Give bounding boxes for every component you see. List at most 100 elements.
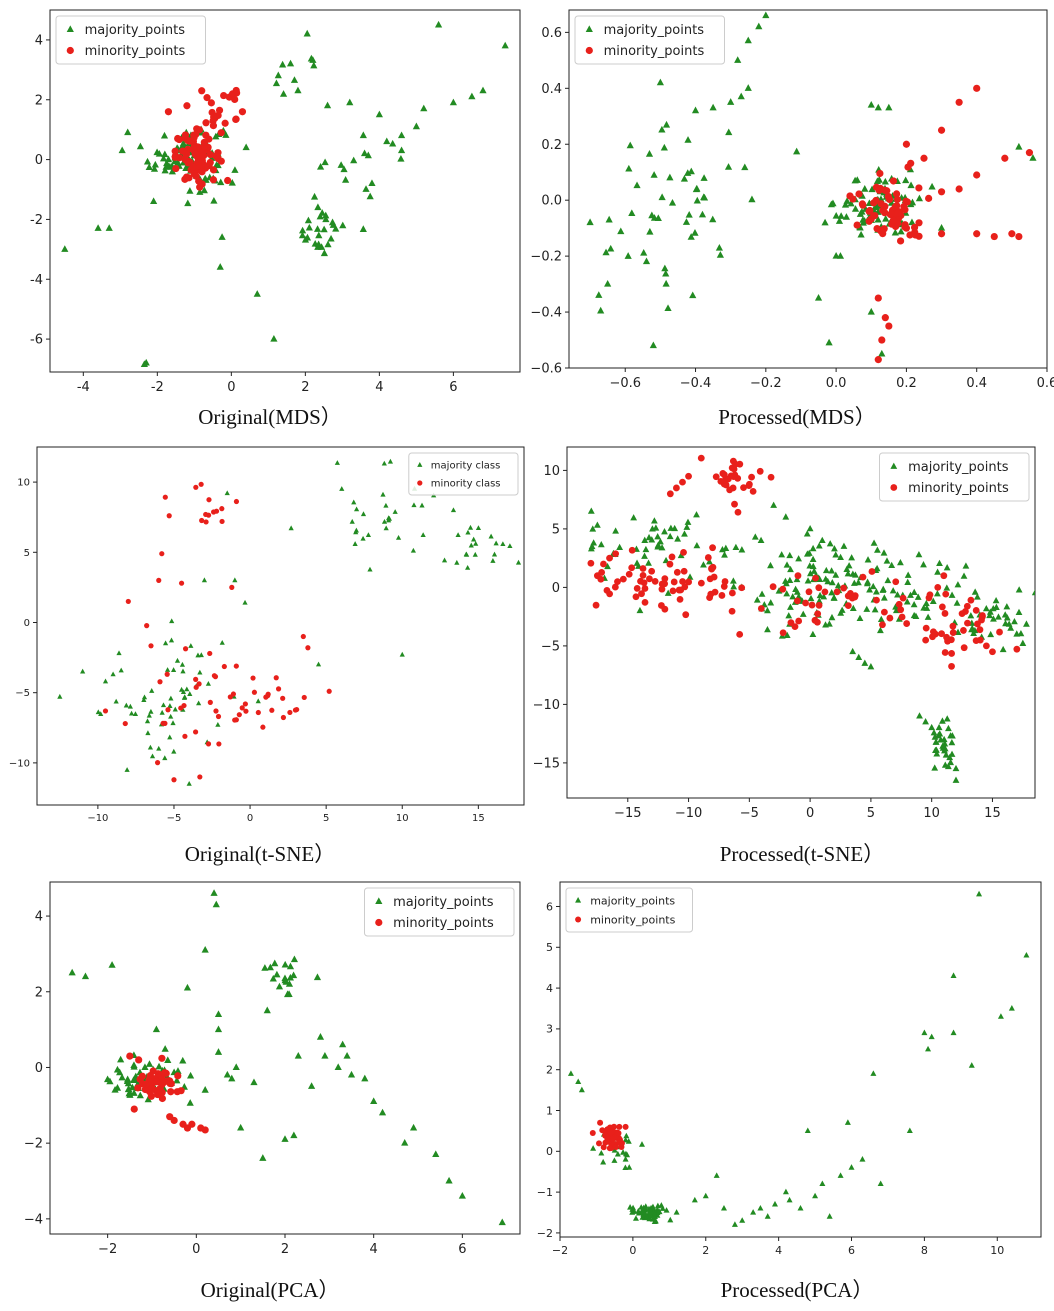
minority-point xyxy=(942,590,950,598)
x-tick-label: −10 xyxy=(87,813,108,824)
minority-point xyxy=(670,578,678,586)
minority-point xyxy=(628,564,636,572)
legend-marker xyxy=(375,918,383,927)
majority-point xyxy=(458,1192,466,1199)
majority-point xyxy=(171,748,177,754)
y-tick-label: 2 xyxy=(35,93,43,108)
majority-point xyxy=(401,1139,409,1146)
caption-original-mds: Original(MDS） xyxy=(198,405,342,429)
minority-point xyxy=(948,662,955,670)
minority-point xyxy=(198,87,206,95)
minority-point xyxy=(731,500,738,508)
majority-point xyxy=(783,631,791,639)
minority-point xyxy=(880,608,888,616)
minority-point xyxy=(894,209,902,217)
majority-point xyxy=(218,233,226,240)
minority-point xyxy=(153,1078,161,1086)
y-tick-label: −4 xyxy=(24,1212,43,1227)
majority-point xyxy=(638,1204,645,1210)
minority-point xyxy=(174,134,182,143)
minority-point xyxy=(941,649,949,656)
majority-point xyxy=(744,36,752,44)
minority-point xyxy=(280,695,286,701)
majority-point xyxy=(590,1145,597,1151)
majority-point xyxy=(952,776,960,783)
majority-point xyxy=(982,605,990,612)
majority-point xyxy=(270,334,278,342)
majority-point xyxy=(851,205,860,212)
majority-point xyxy=(266,963,274,971)
majority-point xyxy=(629,1209,636,1215)
majority-point xyxy=(237,1123,245,1131)
x-tick-label: 0.6 xyxy=(1037,376,1054,391)
majority-point xyxy=(593,521,601,528)
majority-point xyxy=(651,1207,658,1213)
minority-point xyxy=(779,629,787,637)
majority-point xyxy=(878,349,886,357)
majority-point xyxy=(159,154,168,162)
minority-point xyxy=(680,567,688,575)
majority-point xyxy=(392,509,398,514)
majority-point xyxy=(479,86,487,94)
minority-point xyxy=(960,644,968,652)
minority-point xyxy=(231,95,239,104)
minority-point xyxy=(881,314,889,322)
legend-label: majority_points xyxy=(604,23,705,38)
y-tick-label: 5 xyxy=(24,548,30,559)
majority-point xyxy=(449,98,457,106)
minority-point xyxy=(990,232,998,241)
minority-point xyxy=(213,508,220,514)
majority-point xyxy=(1001,611,1009,618)
chart-original-mds: -4 -2 0 2 4 6 4 2 0 -2 -4 -6 majority_points minority… xyxy=(0,0,527,437)
majority-point xyxy=(851,176,859,184)
legend-box xyxy=(879,452,1030,502)
majority-point xyxy=(897,227,905,235)
minority-point xyxy=(184,159,192,167)
majority-point xyxy=(1017,629,1025,637)
majority-point xyxy=(290,1131,298,1139)
legend-label: minority_points xyxy=(908,481,1009,496)
majority-point xyxy=(934,568,941,575)
minority-point xyxy=(676,595,684,603)
minority-point xyxy=(949,622,957,630)
majority-point xyxy=(80,668,86,674)
minority-point xyxy=(870,199,878,207)
minority-point xyxy=(193,676,199,682)
minority-point xyxy=(193,684,199,690)
majority-point xyxy=(184,199,192,207)
majority-point xyxy=(272,79,281,87)
majority-point xyxy=(201,1086,209,1093)
minority-point xyxy=(147,1092,155,1100)
minority-point xyxy=(207,650,213,657)
majority-point xyxy=(915,194,924,202)
majority-point xyxy=(168,637,175,643)
minority-point xyxy=(162,494,168,500)
majority-point xyxy=(947,758,955,766)
plot-frame xyxy=(49,9,521,373)
majority-point xyxy=(146,712,152,718)
majority-point xyxy=(589,525,597,532)
majority-point xyxy=(604,279,612,287)
majority-point xyxy=(314,203,322,211)
majority-point xyxy=(152,1025,161,1033)
minority-point xyxy=(126,1052,134,1060)
majority-point xyxy=(757,1204,764,1211)
majority-point xyxy=(661,528,668,535)
minority-point xyxy=(884,192,892,201)
majority-point xyxy=(698,210,707,218)
minority-point xyxy=(876,169,884,178)
y-tick-label: 0 xyxy=(35,1061,43,1076)
majority-point xyxy=(125,1085,133,1092)
x-tick-label: −0.6 xyxy=(609,376,641,391)
minority-point xyxy=(886,614,894,622)
minority-point xyxy=(102,708,109,714)
majority-point xyxy=(387,458,394,464)
majority-point xyxy=(727,98,735,105)
majority-point xyxy=(925,1045,932,1052)
majority-point xyxy=(102,678,109,684)
minority-point xyxy=(182,733,188,739)
majority-point xyxy=(98,711,104,717)
majority-point xyxy=(353,527,359,533)
majority-point xyxy=(904,578,912,585)
majority-point xyxy=(953,599,961,606)
